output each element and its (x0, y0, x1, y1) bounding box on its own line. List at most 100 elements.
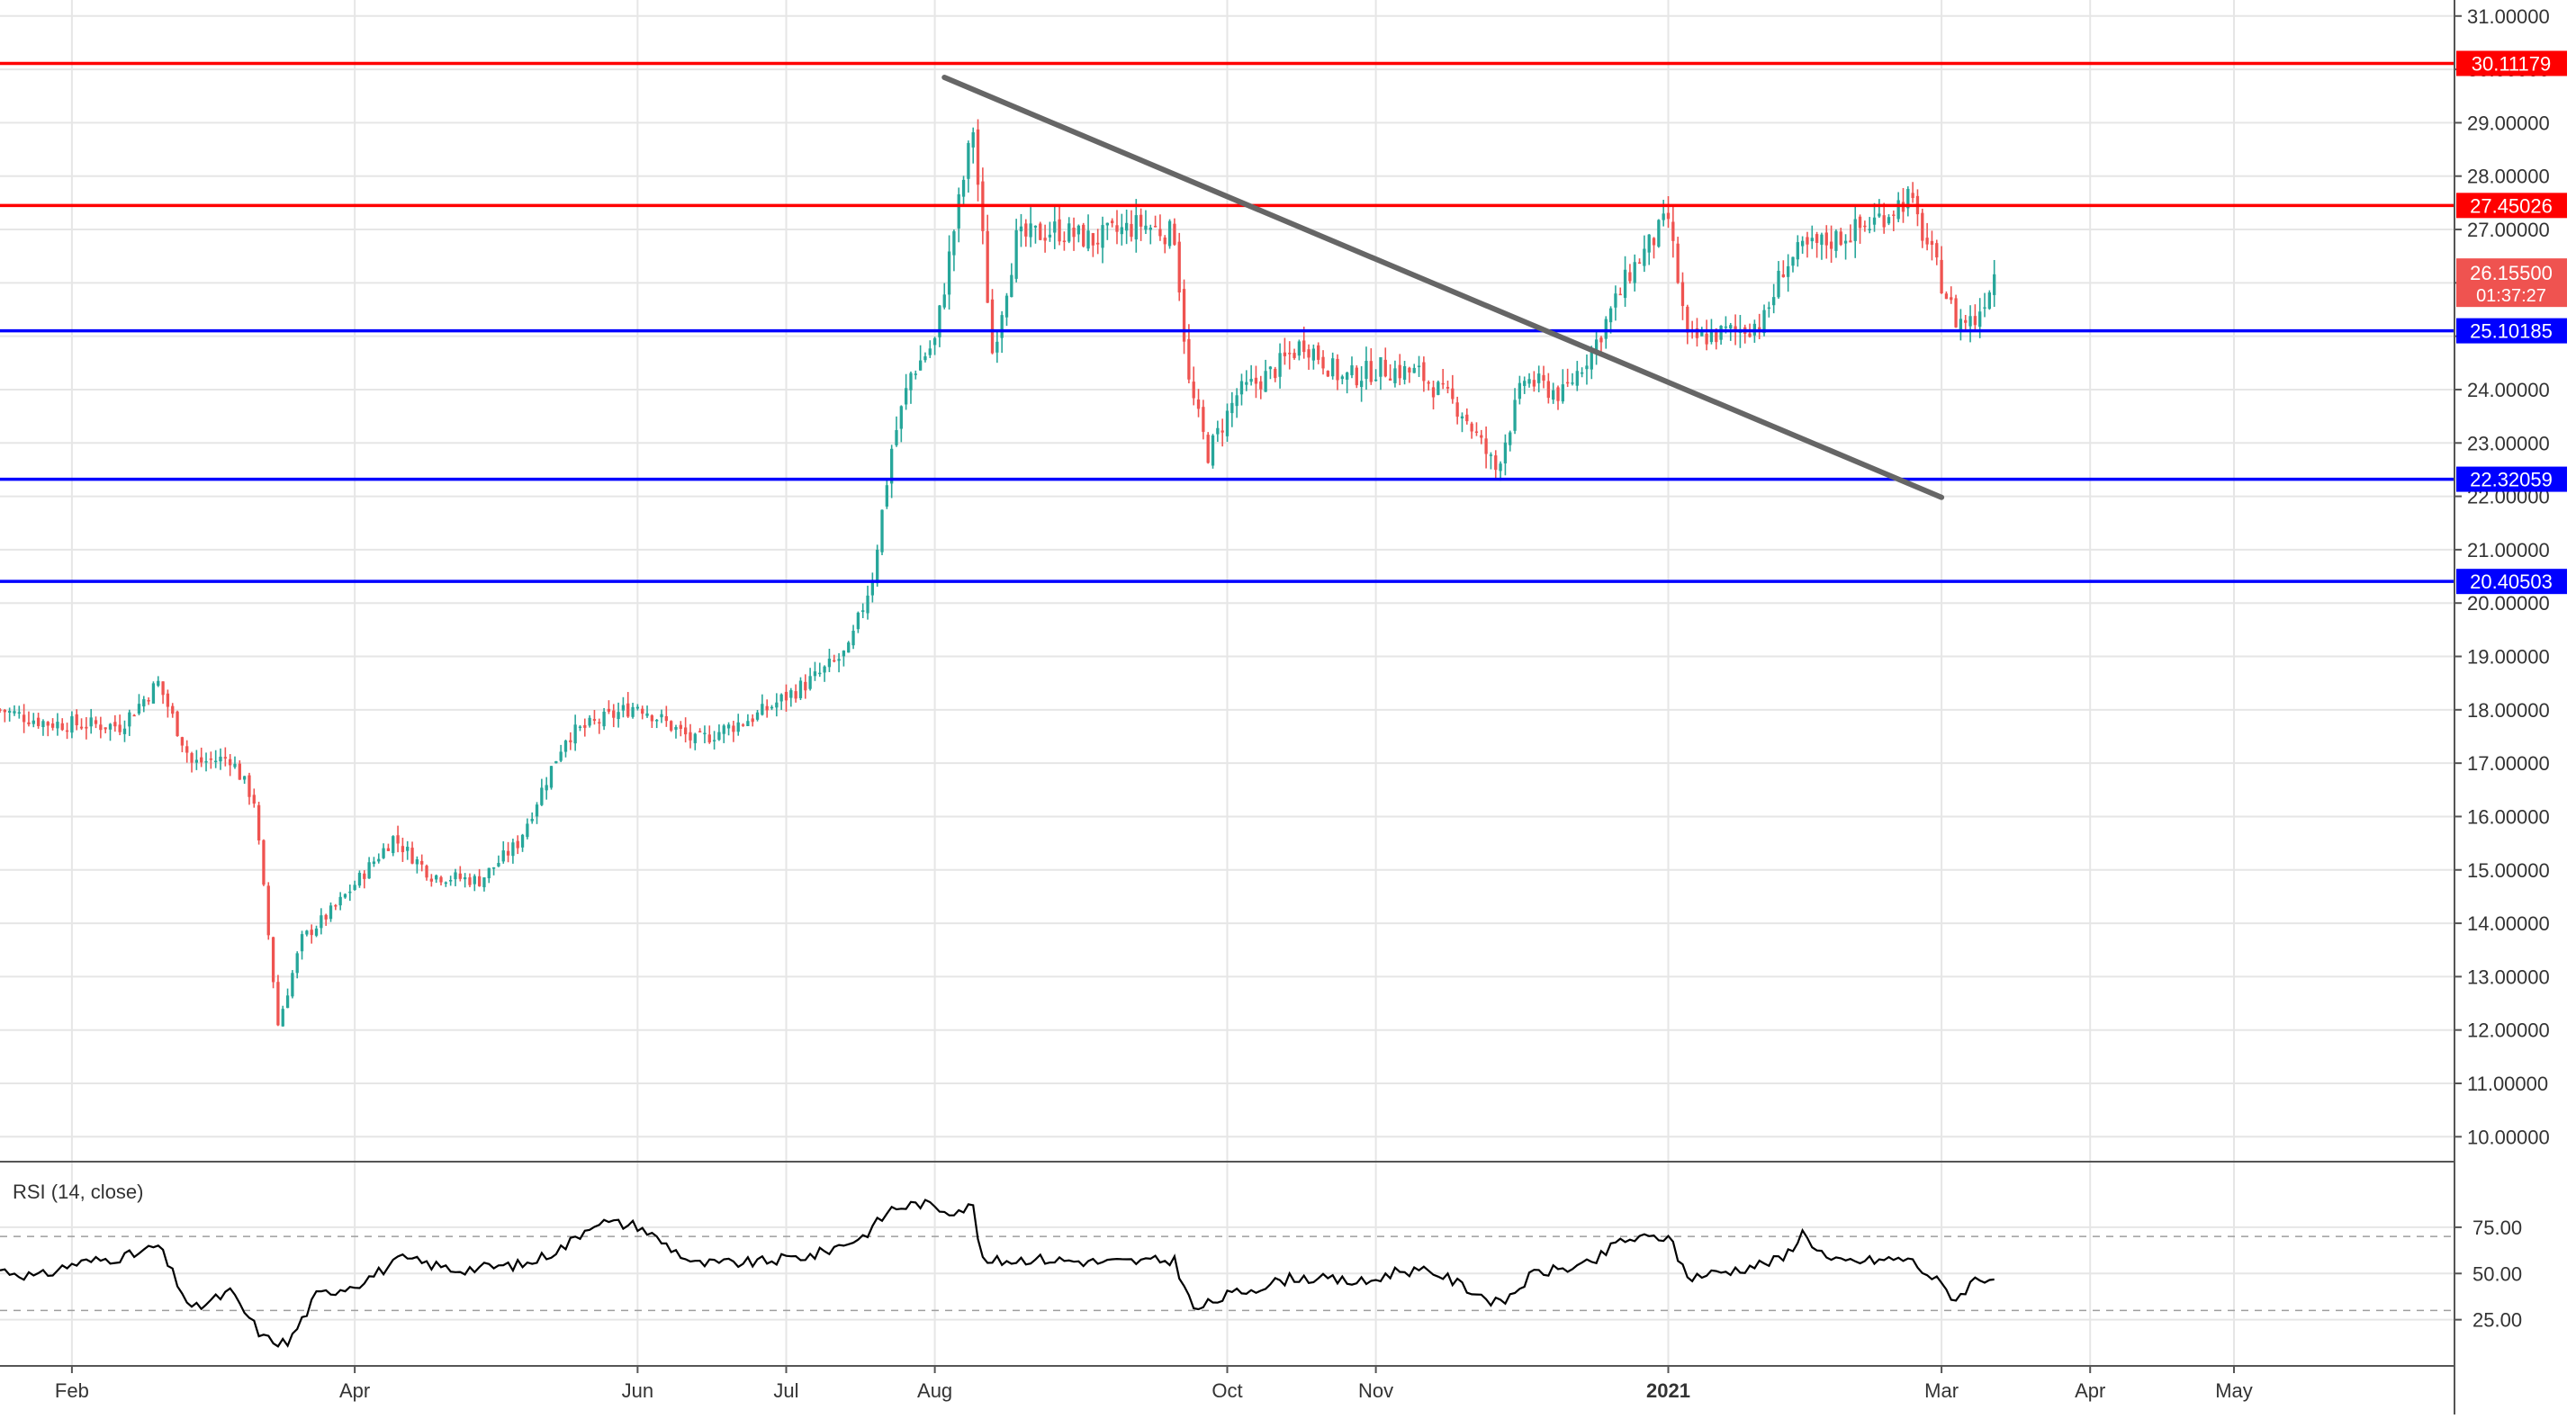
candle-body (641, 708, 644, 714)
candle-body (386, 848, 391, 851)
candle (1076, 224, 1081, 243)
candle-body (1091, 233, 1095, 246)
candle-body (113, 722, 117, 727)
candle (1230, 391, 1234, 427)
time-axis[interactable]: Feb Apr Jun Jul Aug Oct Nov 2021 Mar Apr May (55, 1366, 2253, 1402)
candle-body (761, 704, 764, 715)
candle (1608, 306, 1613, 334)
candle-body (229, 759, 232, 766)
candle (1033, 225, 1038, 244)
candle-body (482, 877, 486, 888)
rsi-tick-label: 75.00 (2472, 1217, 2522, 1239)
candle (1249, 364, 1253, 386)
candle (1393, 360, 1397, 388)
candle-body (1575, 371, 1579, 386)
candle-body (1489, 454, 1493, 456)
candle-body (1983, 307, 1986, 309)
candle (918, 345, 923, 371)
grid (0, 0, 2454, 1366)
candle-body (1695, 328, 1699, 338)
candle-body (1288, 353, 1292, 355)
candle-body (1105, 222, 1109, 226)
candle (1954, 294, 1958, 328)
candle-body (285, 995, 290, 1009)
candle-body (491, 867, 496, 869)
candle-body (549, 766, 554, 788)
candle (104, 727, 107, 733)
candle-body (726, 724, 731, 729)
candle-body (1283, 352, 1287, 356)
candle-body (176, 711, 179, 736)
time-tick-label: Mar (1924, 1379, 1959, 1402)
candle-body (741, 724, 745, 726)
candle (1163, 235, 1166, 254)
candle (741, 723, 745, 727)
candle-body (1968, 316, 1972, 327)
candle-body (56, 722, 59, 729)
candle-body (180, 737, 185, 746)
candle (995, 329, 999, 364)
candle (1509, 430, 1512, 452)
candle-body (1546, 381, 1551, 399)
candle (1758, 313, 1761, 340)
candle (161, 681, 165, 705)
candle-body (310, 930, 313, 936)
candle-body (1599, 337, 1603, 343)
candle-body (219, 756, 222, 762)
price-pane[interactable] (0, 61, 2454, 1027)
candle-body (435, 875, 438, 880)
candle (1431, 381, 1436, 410)
candle-body (732, 725, 735, 732)
candle-body (1293, 353, 1296, 358)
candle (415, 856, 419, 874)
candle (833, 654, 836, 663)
horizontal-levels[interactable] (0, 61, 2454, 583)
candle-body (1259, 381, 1263, 390)
candle (429, 874, 434, 887)
candle (22, 704, 26, 733)
trendline[interactable] (941, 75, 1945, 500)
candle-body (271, 937, 275, 983)
candle-body (1556, 387, 1560, 401)
candle (171, 703, 175, 718)
candle (1983, 292, 1986, 318)
candle-body (1523, 381, 1527, 386)
rsi-bands (0, 1235, 2454, 1312)
candle-body (1815, 234, 1819, 243)
candle-body (1379, 357, 1383, 377)
candle (1474, 422, 1479, 436)
price-axis[interactable]: 10.00000 11.00000 12.00000 13.00000 14.00000… (2454, 5, 2550, 1149)
candle-body (1911, 193, 1914, 199)
candle (971, 127, 975, 164)
candle (1355, 365, 1358, 389)
candle (679, 721, 682, 737)
candle (1686, 304, 1689, 345)
candle-body (1139, 214, 1143, 227)
candle (1950, 286, 1953, 304)
candle (1158, 214, 1162, 241)
candle-body (909, 373, 913, 391)
candle-body (128, 712, 131, 727)
candle-body (377, 858, 381, 862)
candle-body (1772, 297, 1776, 306)
candle (1024, 219, 1028, 247)
candle-body (1014, 229, 1018, 279)
candle (823, 665, 826, 682)
candle (1489, 452, 1493, 470)
candle-body (1043, 238, 1047, 241)
candle-body (1235, 395, 1238, 407)
candle-body (190, 753, 194, 763)
candle-body (1239, 381, 1244, 395)
resistance-level-2-label: 27.45026 (2470, 194, 2553, 217)
last-price-label: 26.15500 01:37:27 (2456, 258, 2567, 308)
rsi-axis[interactable]: 25.00 50.00 75.00 (2454, 1217, 2522, 1332)
candle-body (789, 690, 793, 698)
candle-body (804, 681, 807, 691)
rsi-pane[interactable]: RSI (14, close) (0, 1181, 2454, 1348)
support-level-2-label: 22.32059 (2470, 469, 2553, 491)
candle (1398, 354, 1401, 386)
candle (1676, 237, 1680, 284)
